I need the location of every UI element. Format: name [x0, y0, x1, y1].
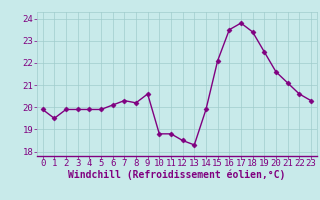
X-axis label: Windchill (Refroidissement éolien,°C): Windchill (Refroidissement éolien,°C)	[68, 170, 285, 180]
